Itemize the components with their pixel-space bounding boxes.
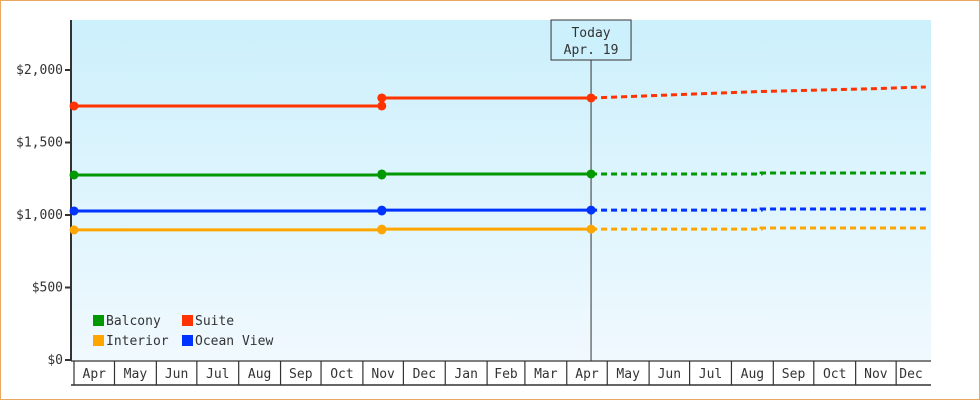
series-balcony-forecast bbox=[591, 171, 926, 176]
series-interior-forecast bbox=[591, 226, 926, 231]
x-tick-label: Mar bbox=[534, 367, 558, 382]
series-ocean-view-forecast bbox=[591, 207, 926, 212]
series-balcony-line bbox=[74, 172, 592, 177]
series-suite-point bbox=[377, 101, 387, 111]
series-interior-point bbox=[377, 224, 387, 234]
y-tick-label: $0 bbox=[47, 353, 63, 368]
y-tick-label: $2,000 bbox=[16, 63, 63, 78]
series-ocean-view-line bbox=[74, 208, 592, 213]
series-balcony-point bbox=[586, 169, 596, 179]
x-tick-label: Jun bbox=[165, 367, 188, 382]
y-tick-label: $1,500 bbox=[16, 136, 63, 151]
series-ocean-view-point bbox=[377, 205, 387, 215]
legend-swatch-ocean-view bbox=[182, 335, 193, 346]
series-interior-point bbox=[586, 224, 596, 234]
x-tick-label: Oct bbox=[823, 367, 846, 382]
series-suite-forecast bbox=[590, 85, 926, 100]
x-tick-label: Jun bbox=[658, 367, 681, 382]
x-tick-label: Nov bbox=[371, 367, 395, 382]
x-tick-label: Aug bbox=[741, 367, 764, 382]
y-tick-label: $1,000 bbox=[16, 208, 63, 223]
x-tick-label: Sep bbox=[782, 367, 806, 382]
legend-label-interior: Interior bbox=[106, 334, 169, 349]
x-tick-label: Jul bbox=[699, 367, 722, 382]
x-tick-label: Aug bbox=[248, 367, 271, 382]
y-tick-label: $500 bbox=[32, 281, 63, 296]
series-suite-point bbox=[586, 93, 596, 103]
x-tick-label: Dec bbox=[413, 367, 436, 382]
legend-swatch-interior bbox=[93, 335, 104, 346]
series-balcony-point bbox=[69, 170, 79, 180]
series-ocean-view-point bbox=[69, 206, 79, 216]
series-interior-line bbox=[74, 227, 592, 232]
series-suite-point bbox=[377, 93, 387, 103]
legend-label-ocean-view: Ocean View bbox=[195, 334, 273, 349]
legend-swatch-balcony bbox=[93, 315, 104, 326]
today-box bbox=[550, 19, 632, 61]
x-tick-label: Oct bbox=[330, 367, 353, 382]
legend-label-balcony: Balcony bbox=[106, 314, 161, 329]
series-ocean-view-point bbox=[586, 205, 596, 215]
series-interior-point bbox=[69, 225, 79, 235]
x-tick-label: May bbox=[124, 367, 148, 382]
series-suite-point bbox=[69, 101, 79, 111]
series-balcony-point bbox=[377, 169, 387, 179]
x-tick-label: Apr bbox=[575, 367, 599, 382]
x-tick-label: Jul bbox=[206, 367, 229, 382]
x-tick-label: Dec bbox=[899, 367, 922, 382]
x-tick-label: May bbox=[616, 367, 640, 382]
x-tick-label: Sep bbox=[289, 367, 313, 382]
x-tick-label: Jan bbox=[454, 367, 477, 382]
today-label: Today bbox=[571, 26, 610, 41]
x-tick-label: Apr bbox=[83, 367, 107, 382]
plot-area bbox=[71, 20, 931, 360]
legend-swatch-suite bbox=[182, 315, 193, 326]
today-date: Apr. 19 bbox=[564, 43, 619, 58]
x-tick-label: Feb bbox=[494, 367, 518, 382]
legend-label-suite: Suite bbox=[195, 314, 234, 329]
x-tick-label: Nov bbox=[864, 367, 888, 382]
